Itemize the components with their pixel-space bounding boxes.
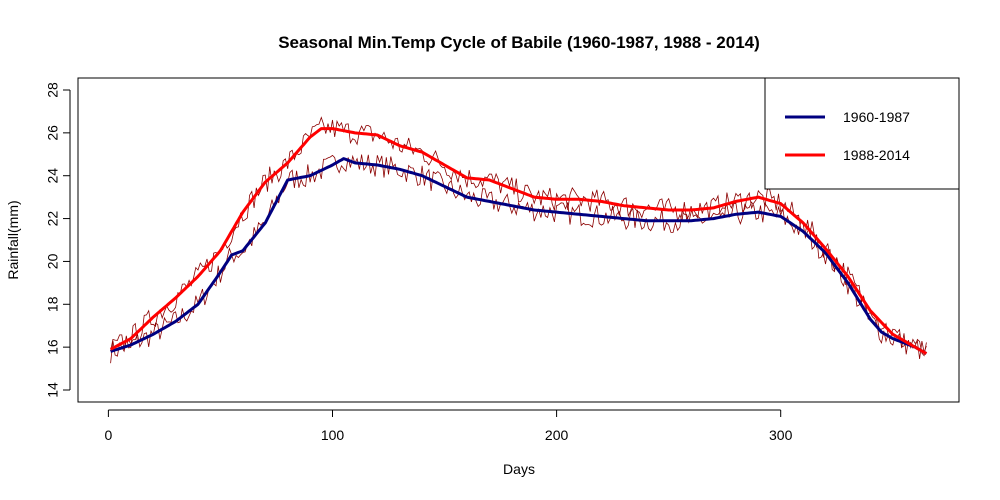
y-tick-label: 24 [45,168,61,184]
y-tick-label: 18 [45,296,61,312]
y-axis-label: Rainfall(mm) [5,200,21,279]
series-line-1988-2014 [109,127,928,355]
y-tick-label: 20 [45,253,61,269]
legend-box [764,77,960,190]
raw-line-2 [110,116,927,357]
plot-frame [77,77,960,403]
series-line-1960-1987 [110,157,928,355]
y-tick-label: 14 [45,382,61,398]
y-tick-label: 16 [45,339,61,355]
x-tick-label: 300 [769,427,793,443]
x-tick-label: 0 [104,427,112,443]
legend: 1960-1987 1988-2014 [764,77,960,190]
chart-title: Seasonal Min.Temp Cycle of Babile (1960-… [278,33,760,52]
x-tick-label: 200 [545,427,569,443]
y-axis: 14 16 18 20 22 24 26 28 [45,82,71,398]
y-tick-label: 26 [45,125,61,141]
series-lines [109,127,928,355]
y-tick-label: 28 [45,82,61,98]
x-tick-label: 100 [321,427,345,443]
y-tick-label: 22 [45,211,61,227]
legend-label: 1960-1987 [843,109,910,125]
legend-label: 1988-2014 [843,147,910,163]
x-axis-label: Days [503,461,535,477]
x-axis: 0 100 200 300 [104,409,793,443]
